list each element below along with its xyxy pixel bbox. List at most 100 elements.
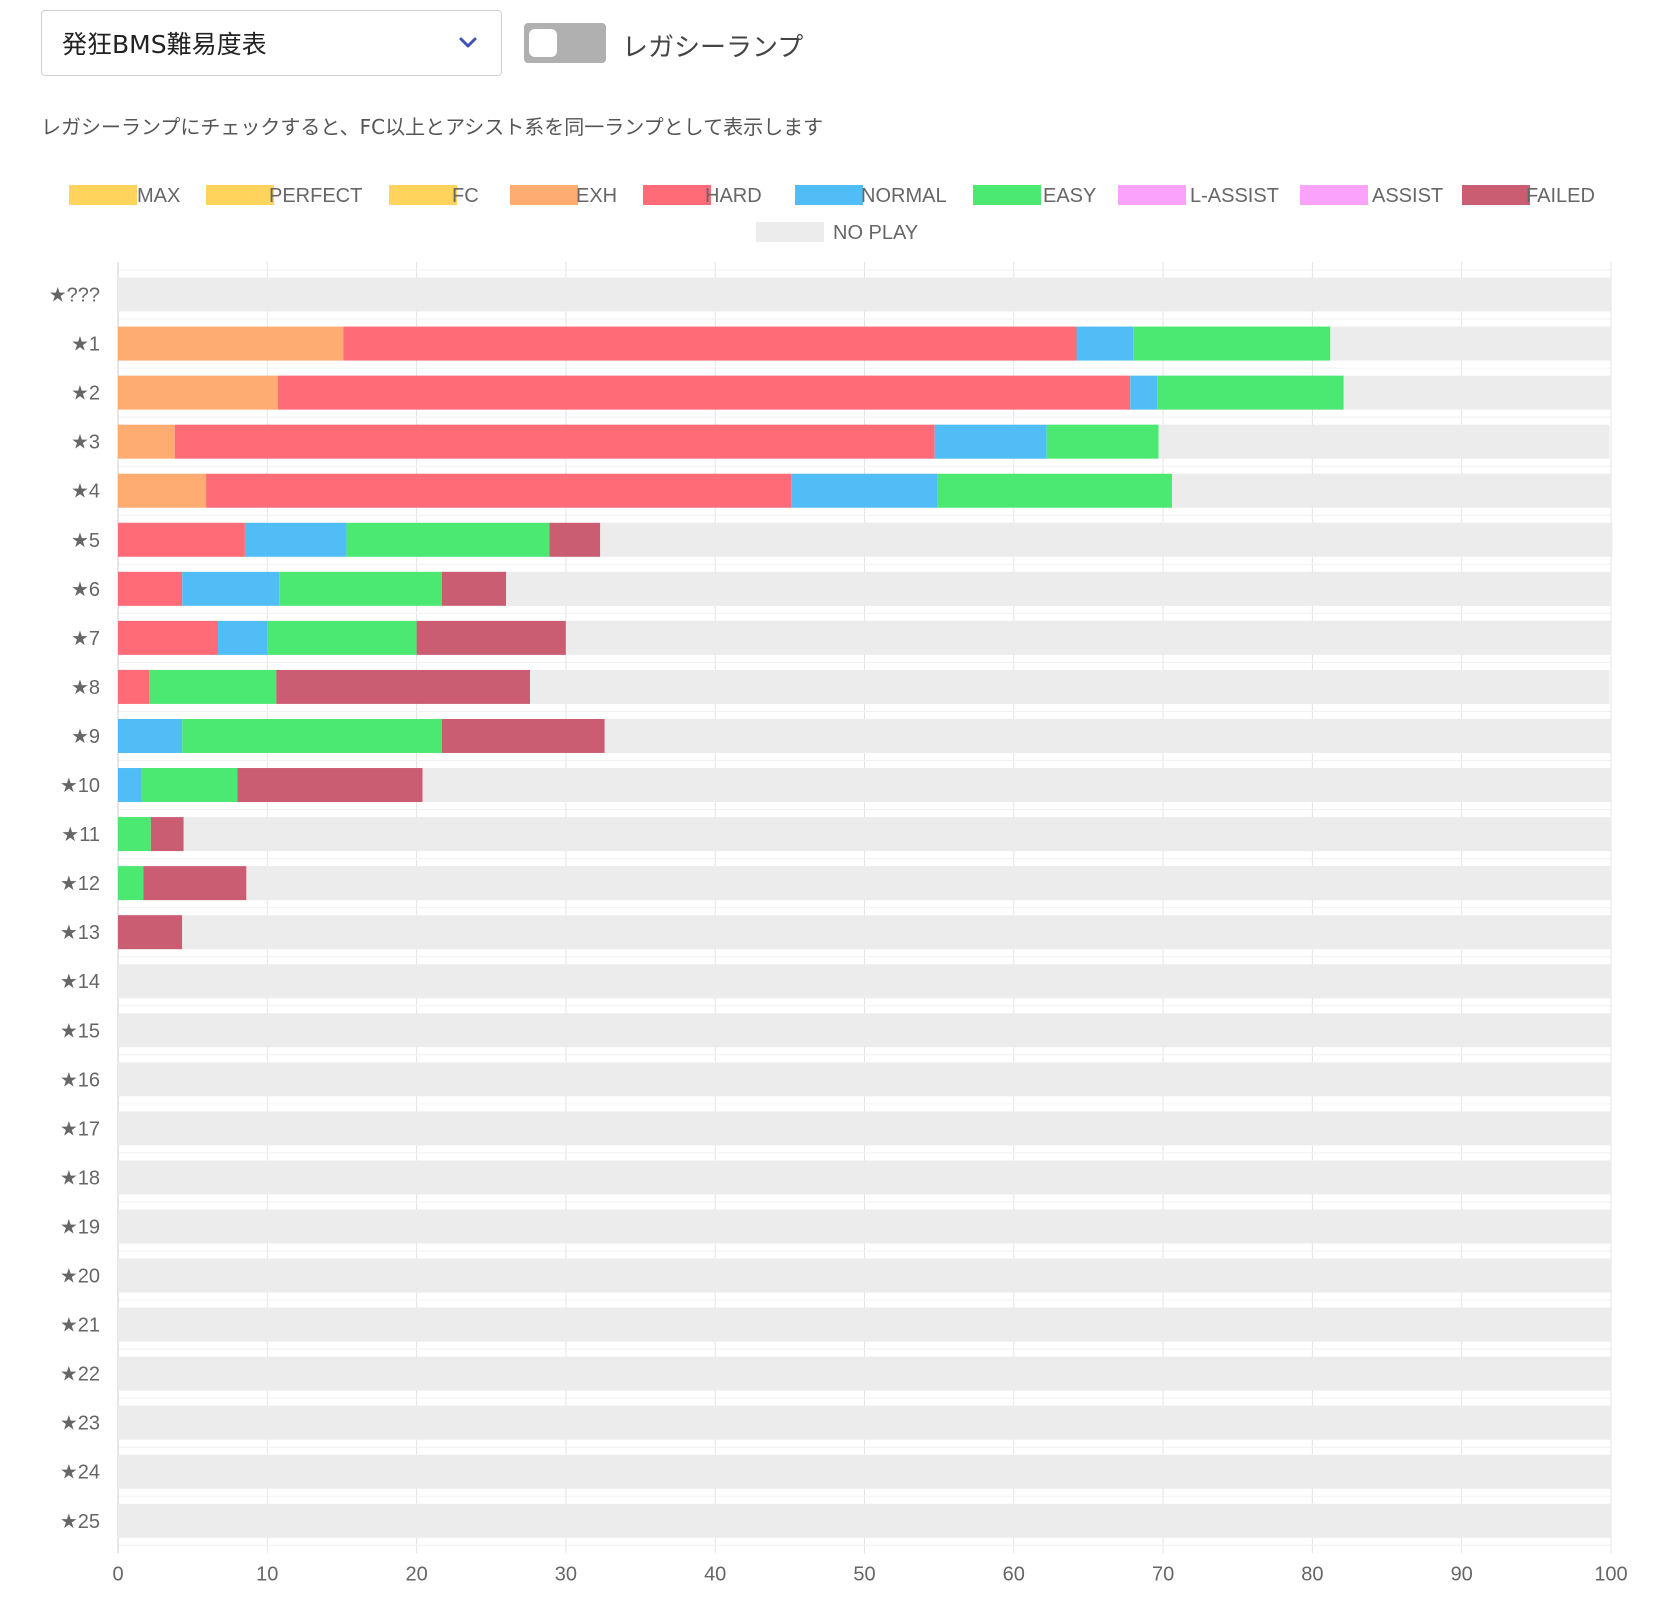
bar-segment-normal[interactable] [1076, 326, 1134, 361]
bar-segment-no-play[interactable] [118, 1307, 1611, 1342]
bar-segment-no-play[interactable] [565, 620, 1611, 655]
bar-segment-failed[interactable] [441, 718, 605, 753]
bar-segment-no-play[interactable] [118, 1209, 1611, 1244]
y-tick-label: ★22 [60, 1364, 100, 1386]
legend-swatch [973, 185, 1041, 205]
bar-segment-no-play[interactable] [118, 1503, 1611, 1538]
bar-segment-no-play[interactable] [118, 1405, 1611, 1440]
bar-segment-hard[interactable] [118, 669, 150, 704]
bar-segment-failed[interactable] [276, 669, 531, 704]
legend-item-fc[interactable]: FC [389, 185, 479, 207]
bar-row [118, 866, 1612, 901]
bar-row [118, 326, 1611, 361]
bar-segment-no-play[interactable] [118, 1160, 1611, 1195]
legend-item-hard[interactable]: HARD [643, 185, 762, 207]
bar-segment-easy[interactable] [118, 817, 151, 852]
bar-segment-no-play[interactable] [1330, 326, 1611, 361]
bar-segment-no-play[interactable] [118, 1454, 1611, 1489]
bar-segment-failed[interactable] [237, 768, 423, 803]
bar-segment-normal[interactable] [118, 768, 142, 803]
legend-item-easy[interactable]: EASY [973, 185, 1096, 207]
y-tick-label: ★11 [61, 824, 100, 846]
legend-item-max[interactable]: MAX [69, 185, 180, 207]
bar-segment-no-play[interactable] [530, 669, 1610, 704]
bar-row [118, 1258, 1611, 1293]
bar-segment-failed[interactable] [441, 571, 507, 606]
bar-segment-easy[interactable] [279, 571, 442, 606]
legend-label: ASSIST [1372, 185, 1443, 207]
bar-segment-no-play[interactable] [600, 522, 1613, 557]
legend-label: EXH [576, 185, 617, 207]
legend-item-l-assist[interactable]: L-ASSIST [1118, 185, 1279, 207]
bar-segment-no-play[interactable] [1172, 473, 1611, 508]
bar-segment-easy[interactable] [182, 718, 442, 753]
legend-item-perfect[interactable]: PERFECT [206, 185, 362, 207]
bar-segment-exh[interactable] [118, 473, 207, 508]
bar-segment-exh[interactable] [118, 326, 344, 361]
y-tick-label: ★9 [71, 726, 100, 748]
bar-segment-no-play[interactable] [183, 817, 1611, 852]
bar-row [118, 768, 1611, 803]
bar-segment-hard[interactable] [206, 473, 792, 508]
legend-item-assist[interactable]: ASSIST [1300, 185, 1443, 207]
bar-segment-no-play[interactable] [118, 1013, 1611, 1048]
legacy-lamp-toggle[interactable] [524, 23, 606, 63]
bar-segment-no-play[interactable] [422, 768, 1611, 803]
bar-segment-exh[interactable] [118, 375, 278, 410]
bar-segment-easy[interactable] [1046, 424, 1159, 459]
bar-segment-easy[interactable] [149, 669, 277, 704]
bar-segment-hard[interactable] [118, 620, 219, 655]
bar-segment-easy[interactable] [141, 768, 238, 803]
legend-item-failed[interactable]: FAILED [1462, 185, 1595, 207]
bar-segment-hard[interactable] [343, 326, 1077, 361]
table-select-value: 発狂BMS難易度表 [62, 30, 267, 59]
bar-segment-normal[interactable] [791, 473, 938, 508]
bar-segment-normal[interactable] [244, 522, 347, 557]
bar-segment-hard[interactable] [118, 571, 183, 606]
bar-segment-normal[interactable] [182, 571, 280, 606]
bar-segment-hard[interactable] [277, 375, 1131, 410]
bar-segment-normal[interactable] [1130, 375, 1158, 410]
bar-segment-no-play[interactable] [118, 1111, 1611, 1146]
bar-segment-easy[interactable] [267, 620, 417, 655]
bar-segment-no-play[interactable] [1343, 375, 1611, 410]
bar-segment-no-play[interactable] [118, 964, 1611, 999]
bar-segment-exh[interactable] [118, 424, 175, 459]
bar-segment-no-play[interactable] [506, 571, 1612, 606]
bar-segment-no-play[interactable] [118, 277, 1611, 312]
bar-segment-no-play[interactable] [246, 866, 1612, 901]
legacy-lamp-label: レガシーランプ [622, 33, 804, 63]
bar-segment-no-play[interactable] [1158, 424, 1610, 459]
bar-segment-normal[interactable] [934, 424, 1047, 459]
legend-item-normal[interactable]: NORMAL [795, 185, 947, 207]
y-axis-labels: ★??? ★1 ★2 ★3 ★4 ★5 ★6 ★7 ★8 ★9 ★10 ★11 ★12 ★13 ★14 ★15… [49, 285, 100, 1533]
bar-segment-easy[interactable] [346, 522, 550, 557]
bar-segment-failed[interactable] [118, 915, 183, 950]
bar-segment-easy[interactable] [118, 866, 144, 901]
bar-segment-no-play[interactable] [118, 1258, 1611, 1293]
x-tick-label: 70 [1152, 1563, 1174, 1585]
legend-swatch [206, 185, 274, 205]
legend-item-exh[interactable]: EXH [510, 185, 617, 207]
bar-segment-easy[interactable] [1133, 326, 1331, 361]
bar-segment-normal[interactable] [118, 718, 183, 753]
bar-segment-normal[interactable] [218, 620, 268, 655]
bar-segment-failed[interactable] [150, 817, 184, 852]
bar-segment-no-play[interactable] [182, 915, 1612, 950]
bar-segment-no-play[interactable] [118, 1356, 1611, 1391]
legend-item-no-play[interactable]: NO PLAY [756, 222, 918, 244]
bar-segment-failed[interactable] [143, 866, 247, 901]
bar-segment-hard[interactable] [174, 424, 935, 459]
bar-segment-easy[interactable] [937, 473, 1173, 508]
lamp-distribution-chart: MAX PERFECT FC EXH HARD NORMAL EASY L-ASSIST ASS… [49, 185, 1628, 1585]
bar-segment-easy[interactable] [1157, 375, 1344, 410]
bar-segment-no-play[interactable] [118, 1062, 1611, 1097]
bar-row [118, 424, 1610, 459]
bar-segment-no-play[interactable] [604, 718, 1611, 753]
bar-segment-failed[interactable] [416, 620, 566, 655]
legend-label: HARD [705, 185, 762, 207]
table-select[interactable]: 発狂BMS難易度表 [41, 10, 502, 76]
bar-segment-failed[interactable] [549, 522, 601, 557]
bar-segment-hard[interactable] [118, 522, 245, 557]
legend-label: L-ASSIST [1190, 185, 1279, 207]
